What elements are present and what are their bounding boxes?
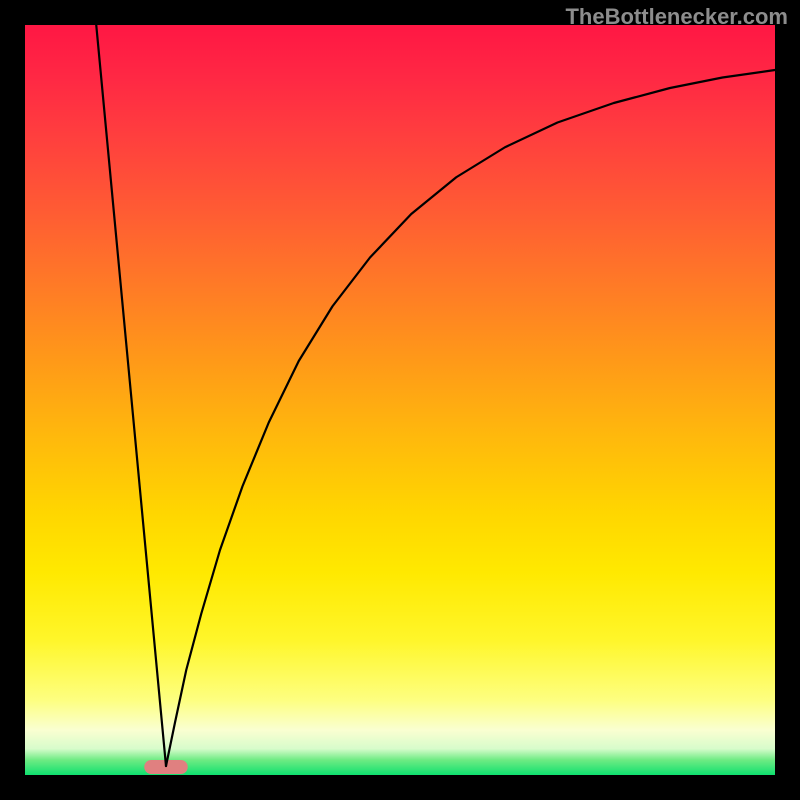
chart-container: TheBottlenecker.com: [0, 0, 800, 800]
chart-gradient-bg: [25, 25, 775, 775]
watermark-text: TheBottlenecker.com: [565, 4, 788, 30]
bottleneck-chart-svg: [0, 0, 800, 800]
